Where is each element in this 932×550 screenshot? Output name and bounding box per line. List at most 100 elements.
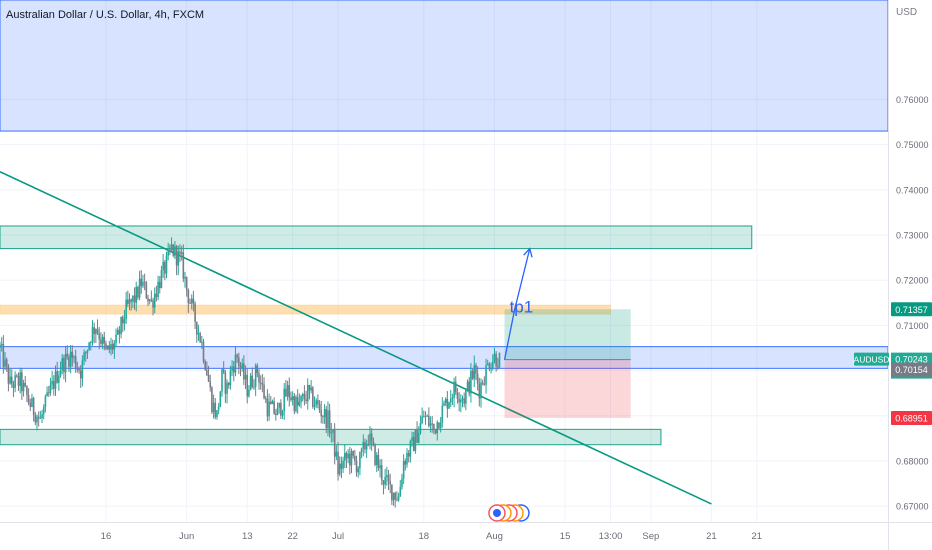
candle-body [259,382,262,384]
candle-body [127,299,129,304]
candle-body [110,343,112,350]
candle-body [78,368,80,371]
candle-body [155,293,158,298]
x-tick-label: 13 [242,531,253,542]
candle-body [244,374,247,380]
x-tick-label: Jul [332,531,344,542]
candle-body [29,402,32,407]
candle-body [256,365,259,374]
candle-body [63,357,65,373]
candle-body [481,382,484,384]
candle-body [466,381,469,391]
candle-body [317,400,319,405]
candle-body [105,343,107,349]
candle-body [71,351,74,358]
candle-body [111,343,114,350]
candle-body [290,397,292,401]
candle-body [100,339,102,344]
candle-body [211,387,213,413]
candle-body [138,278,141,298]
candle-body [7,366,10,384]
candle-body [217,406,220,411]
candle-body [397,496,400,501]
candle-body [120,316,122,335]
x-tick-label: 22 [287,531,298,542]
stop-price-label: 0.68951 [895,414,928,424]
candle-body [465,390,467,404]
candle-body [264,398,267,400]
candle-body [498,352,501,368]
candle-body [189,303,191,305]
candle-body [246,374,249,397]
x-tick-label: 21 [752,531,763,542]
candle-body [113,343,116,350]
candle-body [266,398,269,417]
candle-body [281,410,284,416]
candle-body [488,363,491,370]
candle-body [406,453,408,465]
candle-body [441,405,444,423]
candle-body [162,261,164,271]
candle-body [58,375,60,383]
chart-grid [0,0,888,522]
candle-body [428,415,430,426]
candle-body [433,423,435,429]
candle-body [222,369,225,373]
candle-body [212,402,215,413]
x-tick-label: Jun [179,531,194,542]
x-tick-label: Aug [486,531,503,542]
candle-body [439,422,442,429]
candle-body [429,423,432,426]
candle-body [84,352,87,354]
candle-body [308,385,311,391]
candle-body [226,382,228,394]
candle-body [325,409,328,429]
x-tick-label: 13:00 [599,531,623,542]
candle-body [286,385,289,397]
candle-body [365,443,368,450]
candle-body [480,382,482,399]
candle-body [49,384,52,393]
candle-body [238,357,240,367]
candle-body [278,402,280,408]
candle-body [343,452,346,461]
tp1-annotation: tp1 [510,298,534,317]
candle-body [132,295,134,302]
candle-body [310,387,312,391]
candle-body [384,476,386,485]
candle-body [377,455,380,469]
candle-body [152,300,154,308]
candle-body [417,432,420,443]
candle-body [37,416,40,419]
candle-body [53,380,55,389]
candle-body [355,460,358,473]
candle-body [254,365,257,387]
candle-body [399,487,402,497]
candle-body [431,423,434,425]
candle-body [248,389,250,397]
candle-body [32,398,35,415]
candle-body [301,394,304,396]
candle-body [91,327,94,343]
candle-body [288,385,291,398]
candle-body [19,372,21,386]
candle-body [491,361,494,368]
candle-body [367,443,370,445]
zone-supply [0,225,753,250]
candle-body [370,433,373,442]
candle-body [106,345,109,349]
candle-body [476,373,479,384]
candle-body [31,398,33,407]
candle-body [158,281,161,288]
candle-body [46,392,48,397]
candle-body [95,329,97,335]
candle-body [179,251,181,254]
candle-body [157,281,159,298]
candle-body [209,381,212,388]
candle-body [88,342,90,350]
candle-body [5,359,8,367]
stop-price-label-badge [891,411,932,426]
candle-body [243,363,245,380]
